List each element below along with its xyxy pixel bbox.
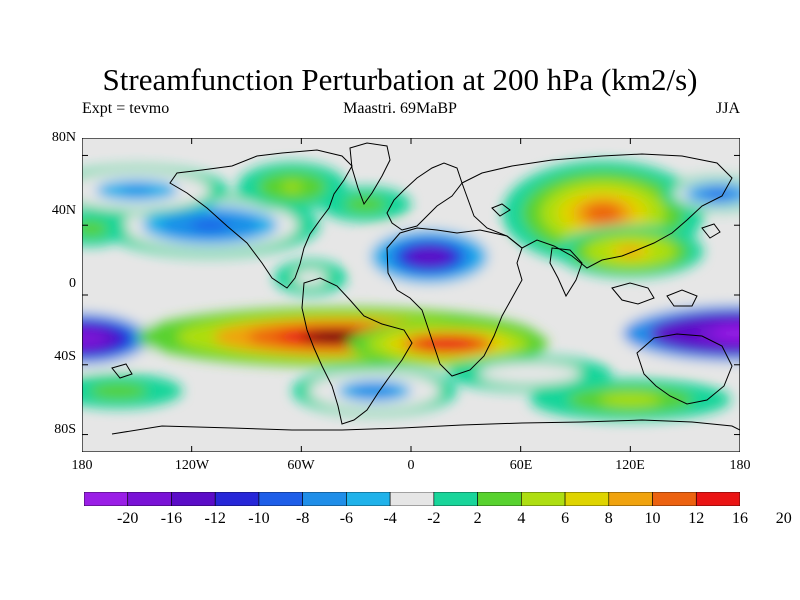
lon-label-180w: 180 — [71, 458, 93, 473]
lat-label-80n: 80N — [51, 130, 76, 145]
colorbar-swatch — [171, 492, 216, 506]
colorbar-label: -10 — [248, 510, 270, 527]
colorbar-swatch — [695, 492, 740, 506]
anomaly-tropical-atlantic-low — [273, 260, 348, 295]
lon-label-0: 0 — [407, 458, 415, 473]
anomaly-indian-ocean-low — [447, 356, 613, 391]
lon-label-60w: 60W — [287, 458, 315, 473]
anomaly-south-ocean-low — [292, 366, 457, 416]
lon-label-120e: 120E — [615, 458, 645, 473]
colorbar-label: 2 — [473, 510, 482, 527]
colorbar-label: -20 — [117, 510, 139, 527]
colorbar-swatch — [214, 492, 260, 506]
anomaly-south-pacific-low-east — [593, 298, 740, 369]
anomaly-south-pacific-high — [82, 373, 183, 409]
lat-label-40s: 40S — [54, 349, 76, 364]
colorbar-swatch — [389, 492, 435, 506]
colorbar-label: -2 — [427, 510, 441, 527]
anomaly-south-pacific-low-west — [82, 307, 165, 371]
colorbar-swatch — [477, 492, 522, 506]
colorbar-label: 4 — [517, 510, 526, 527]
colorbar-swatch — [608, 492, 653, 506]
anomaly-southern-high — [529, 378, 731, 421]
anomaly-europe-high — [319, 186, 411, 222]
colorbar-label: 10 — [644, 510, 661, 527]
lat-label-40n: 40N — [51, 203, 76, 218]
anomaly-africa-low — [356, 223, 503, 290]
anomaly-northeast-pacific-low — [82, 165, 229, 215]
streamfunction-map — [82, 138, 740, 452]
experiment-label: Expt = tevmo — [82, 100, 170, 117]
lon-label-60e: 60E — [509, 458, 533, 473]
colorbar-label: 6 — [561, 510, 570, 527]
colorbar-label: 12 — [688, 510, 705, 527]
anomaly-northwest-pacific-low — [663, 176, 740, 212]
colorbar-swatch — [433, 492, 478, 506]
colorbar-swatch — [652, 492, 697, 506]
lon-label-120w: 120W — [174, 458, 210, 473]
colorbar-label: -4 — [383, 510, 397, 527]
colorbar-label: 8 — [604, 510, 613, 527]
colorbar-label: -6 — [339, 510, 354, 527]
lat-label-80s: 80S — [54, 422, 76, 437]
colorbar-label: -8 — [295, 510, 310, 527]
colorbar-label: 20 — [775, 510, 792, 527]
colorbar-swatch — [346, 492, 391, 506]
coastlines — [111, 142, 740, 435]
colorbar-swatch — [84, 492, 129, 506]
axis-ticks — [82, 138, 740, 452]
anomaly-west-north-pacific-high — [82, 211, 128, 247]
colorbar-swatch — [521, 492, 566, 506]
season-label: JJA — [715, 100, 740, 117]
anomaly-layer — [82, 160, 740, 421]
colorbar-label: -12 — [204, 510, 226, 527]
anomaly-south-atlantic-high-east — [347, 321, 549, 367]
colorbar-label: 16 — [732, 510, 748, 527]
lat-label-0: 0 — [69, 276, 76, 291]
colorbar-swatch — [302, 492, 347, 506]
colorbar-swatch — [564, 492, 610, 506]
colorbar — [84, 492, 740, 506]
colorbar-swatch — [258, 492, 303, 506]
plot-title: Streamfunction Perturbation at 200 hPa (… — [102, 62, 698, 97]
period-label: Maastri. 69MaBP — [343, 100, 457, 117]
anomaly-greenland-high — [237, 162, 348, 212]
colorbar-swatch — [127, 492, 172, 506]
colorbar-label: -16 — [160, 510, 183, 527]
lon-label-180e: 180 — [729, 458, 751, 473]
